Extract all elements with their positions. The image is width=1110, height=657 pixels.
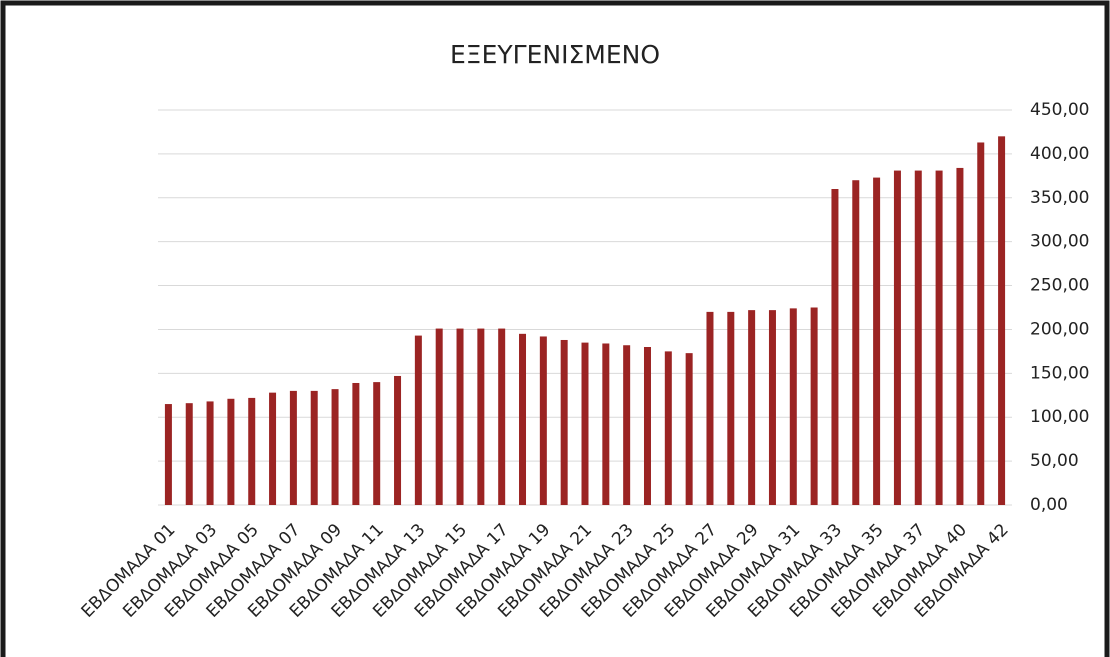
bar <box>685 353 693 505</box>
bar <box>435 328 443 505</box>
bar <box>560 339 568 505</box>
bar <box>477 328 485 505</box>
bar <box>852 180 860 505</box>
bar <box>623 345 631 505</box>
chart-title: ΕΞΕΥΓΕΝΙΣΜΕΝΟ <box>450 40 660 69</box>
bar <box>310 390 318 505</box>
bar <box>727 311 735 505</box>
bar <box>914 170 922 506</box>
bar <box>831 189 839 505</box>
bar <box>289 390 297 505</box>
y-tick-label: 350,00 <box>1030 188 1089 208</box>
bar <box>789 308 797 505</box>
bar <box>581 342 589 505</box>
bar <box>643 347 651 505</box>
bar <box>935 170 943 506</box>
bar <box>873 177 881 506</box>
bar <box>185 403 193 505</box>
y-tick-label: 100,00 <box>1030 407 1089 427</box>
bar <box>248 397 256 505</box>
y-tick-label: 50,00 <box>1030 451 1079 471</box>
y-tick-label: 250,00 <box>1030 276 1089 296</box>
bar <box>956 167 964 505</box>
y-tick-label: 0,00 <box>1030 495 1068 515</box>
y-tick-label: 150,00 <box>1030 363 1089 383</box>
bar <box>998 136 1006 506</box>
bar <box>539 336 547 505</box>
y-tick-label: 300,00 <box>1030 232 1089 252</box>
bar <box>810 307 818 505</box>
bar <box>206 401 214 505</box>
bar <box>664 351 672 505</box>
bar <box>602 343 610 505</box>
bar <box>227 398 235 505</box>
bar <box>977 142 985 505</box>
bar <box>768 310 776 505</box>
bar <box>414 335 422 505</box>
bar <box>456 328 464 505</box>
y-tick-label: 200,00 <box>1030 319 1089 339</box>
bar <box>519 333 527 505</box>
bar <box>164 404 172 505</box>
bar <box>269 392 277 505</box>
y-tick-label: 450,00 <box>1030 100 1089 120</box>
bar <box>373 382 381 505</box>
bar <box>748 310 756 505</box>
bar <box>893 170 901 506</box>
bar <box>498 328 506 505</box>
bar <box>331 389 339 505</box>
y-tick-label: 400,00 <box>1030 144 1089 164</box>
bar <box>706 311 714 505</box>
bar <box>394 375 402 505</box>
bar <box>352 382 360 505</box>
